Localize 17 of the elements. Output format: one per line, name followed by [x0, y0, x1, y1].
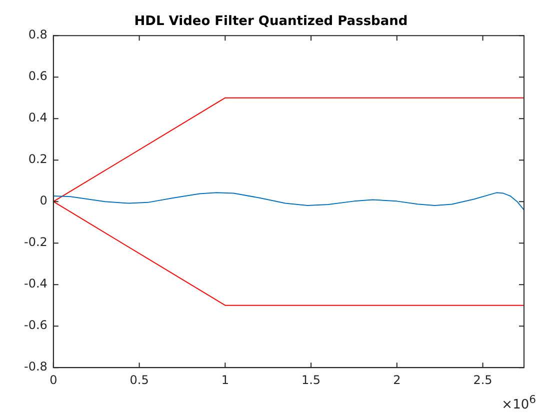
y-tick-label: 0.6 — [28, 69, 48, 84]
x-tick-label: 2.5 — [473, 372, 492, 387]
y-tick-label: 0.8 — [28, 28, 48, 42]
text: ×10$^{6}$ — [502, 392, 536, 412]
y-tick-label: 0.2 — [28, 152, 48, 166]
y-tick-label: 0.4 — [28, 110, 48, 125]
y-tick-label: -0.2 — [24, 235, 48, 250]
x-tick-label: 0 — [50, 372, 58, 387]
x-tick-label: 1 — [221, 372, 229, 387]
chart-title: HDL Video Filter Quantized Passband — [134, 14, 408, 30]
x-tick-label: 2 — [393, 372, 401, 387]
x-tick-label: 0.5 — [130, 372, 149, 387]
y-tick-label: -0.4 — [24, 276, 48, 291]
y-tick-label: 0 — [40, 194, 48, 208]
x-tick-label: 1.5 — [301, 372, 321, 387]
y-tick-label: -0.8 — [24, 360, 48, 374]
y-tick-label: -0.6 — [24, 318, 48, 332]
